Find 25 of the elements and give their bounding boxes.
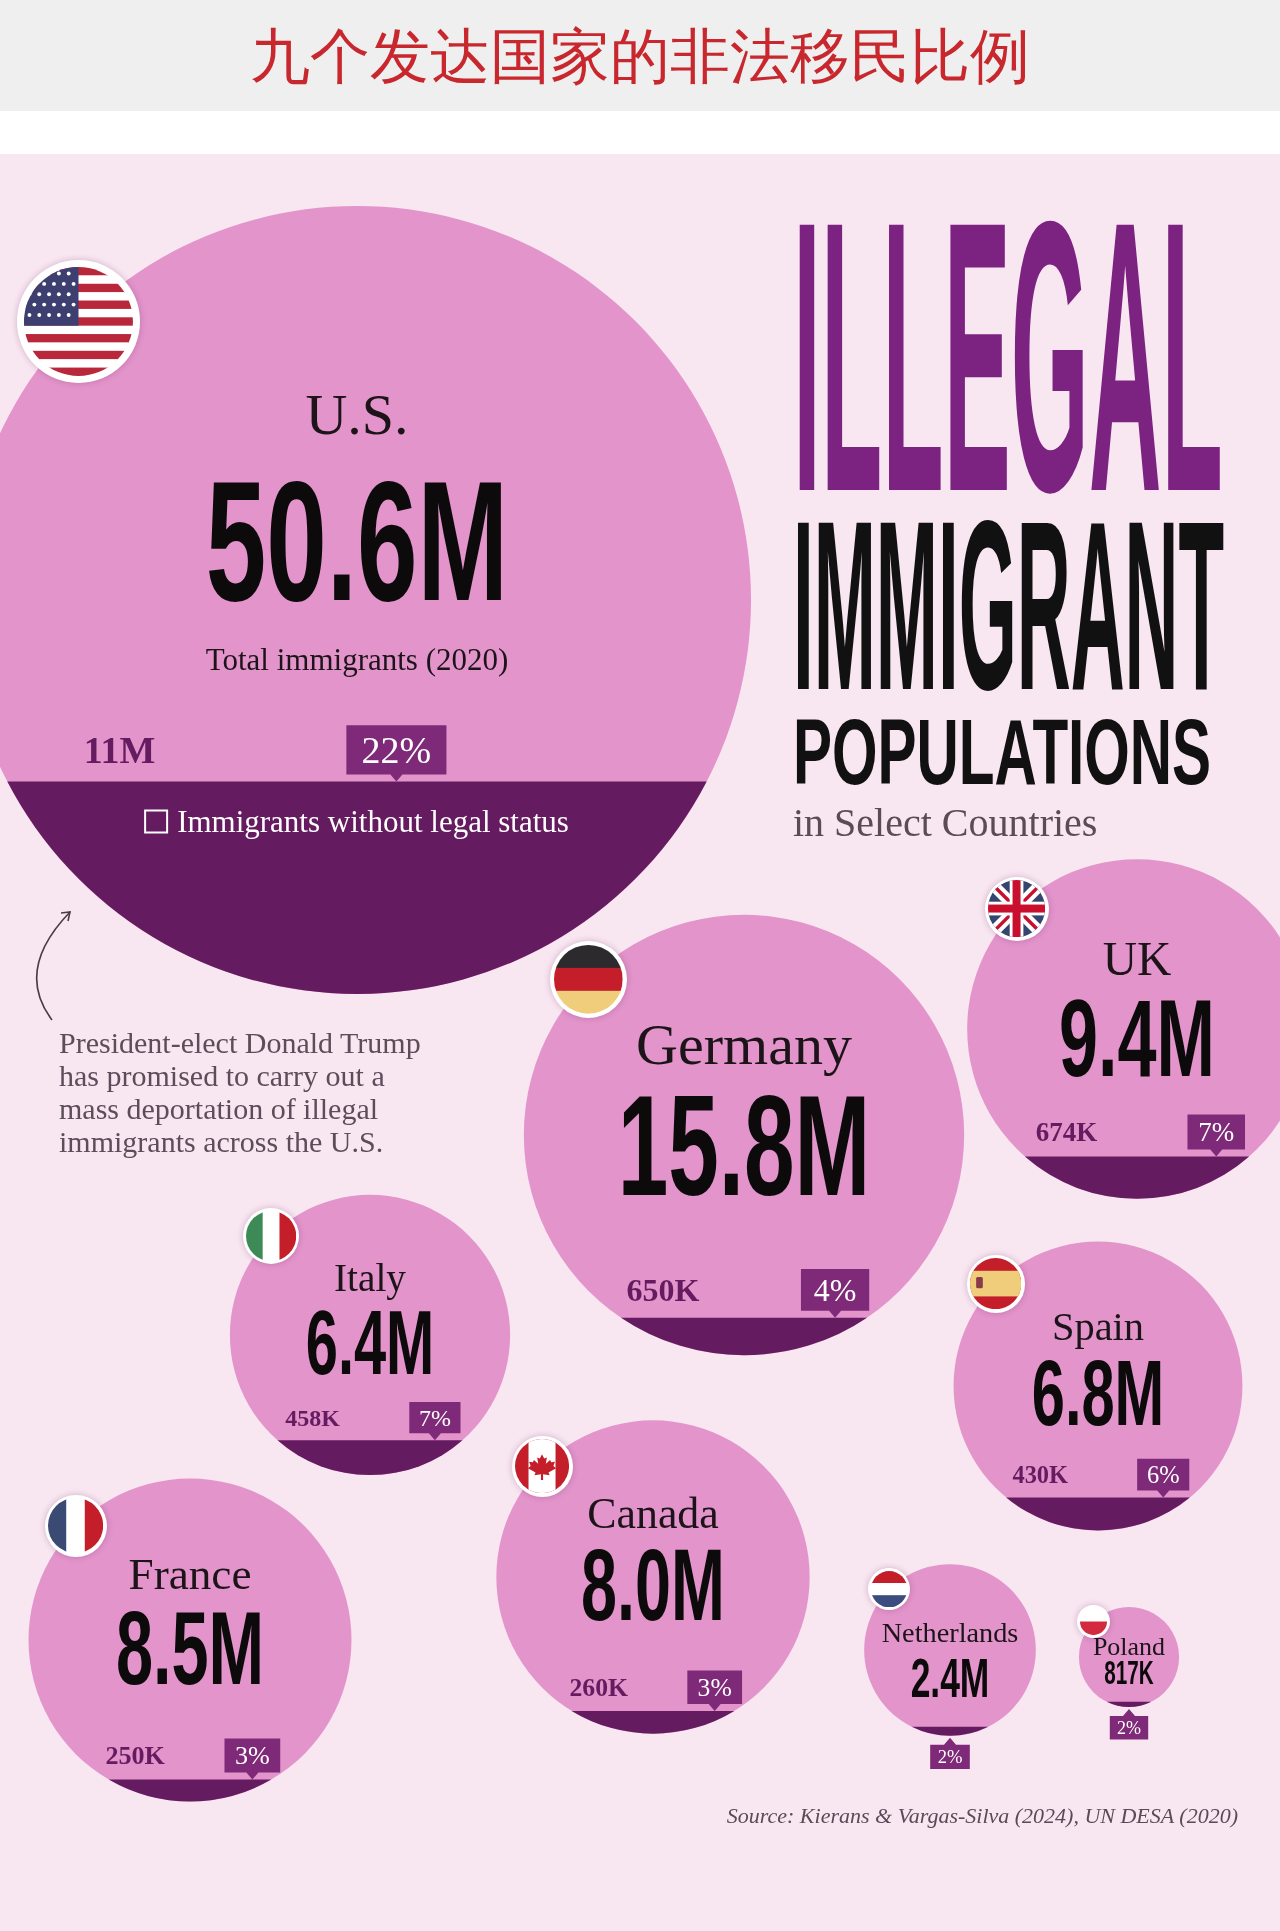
data-label: 22%	[361, 728, 432, 771]
category-label: Netherlands	[881, 1617, 1019, 1649]
data-label: 2%	[937, 1746, 963, 1768]
legend-label: Immigrants without legal status	[177, 804, 569, 840]
data-label: 11M	[83, 728, 156, 771]
data-label: 430K	[1012, 1461, 1069, 1489]
data-label: 650K	[626, 1271, 700, 1308]
text: President-elect Donald Trump has promised to carry out a mass deportation of illegal immigrants across the U.S.	[59, 1026, 429, 1158]
data-label: 7%	[1198, 1117, 1235, 1148]
data-label: 4%	[813, 1271, 857, 1308]
data-label: 3%	[697, 1672, 732, 1702]
data-label: 2.4M	[910, 1646, 990, 1709]
data-label: 6%	[1146, 1461, 1180, 1489]
data-label: 674K	[1035, 1117, 1098, 1148]
source-note: Source: Kierans & Vargas-Silva (2024), UN DESA (2020)	[726, 1802, 1238, 1828]
data-label: 7%	[418, 1404, 451, 1431]
data-label: 3%	[234, 1741, 270, 1771]
data-label: 2%	[1117, 1717, 1141, 1738]
data-label: 250K	[105, 1741, 166, 1771]
data-label: 50.6M	[205, 446, 509, 636]
data-label: 260K	[569, 1672, 628, 1702]
series-label: Total immigrants (2020)	[205, 641, 509, 677]
data-label: 458K	[285, 1404, 341, 1431]
category-label: U.S.	[305, 382, 409, 448]
text: 九个发达国家的非法移民比例	[250, 21, 1030, 91]
